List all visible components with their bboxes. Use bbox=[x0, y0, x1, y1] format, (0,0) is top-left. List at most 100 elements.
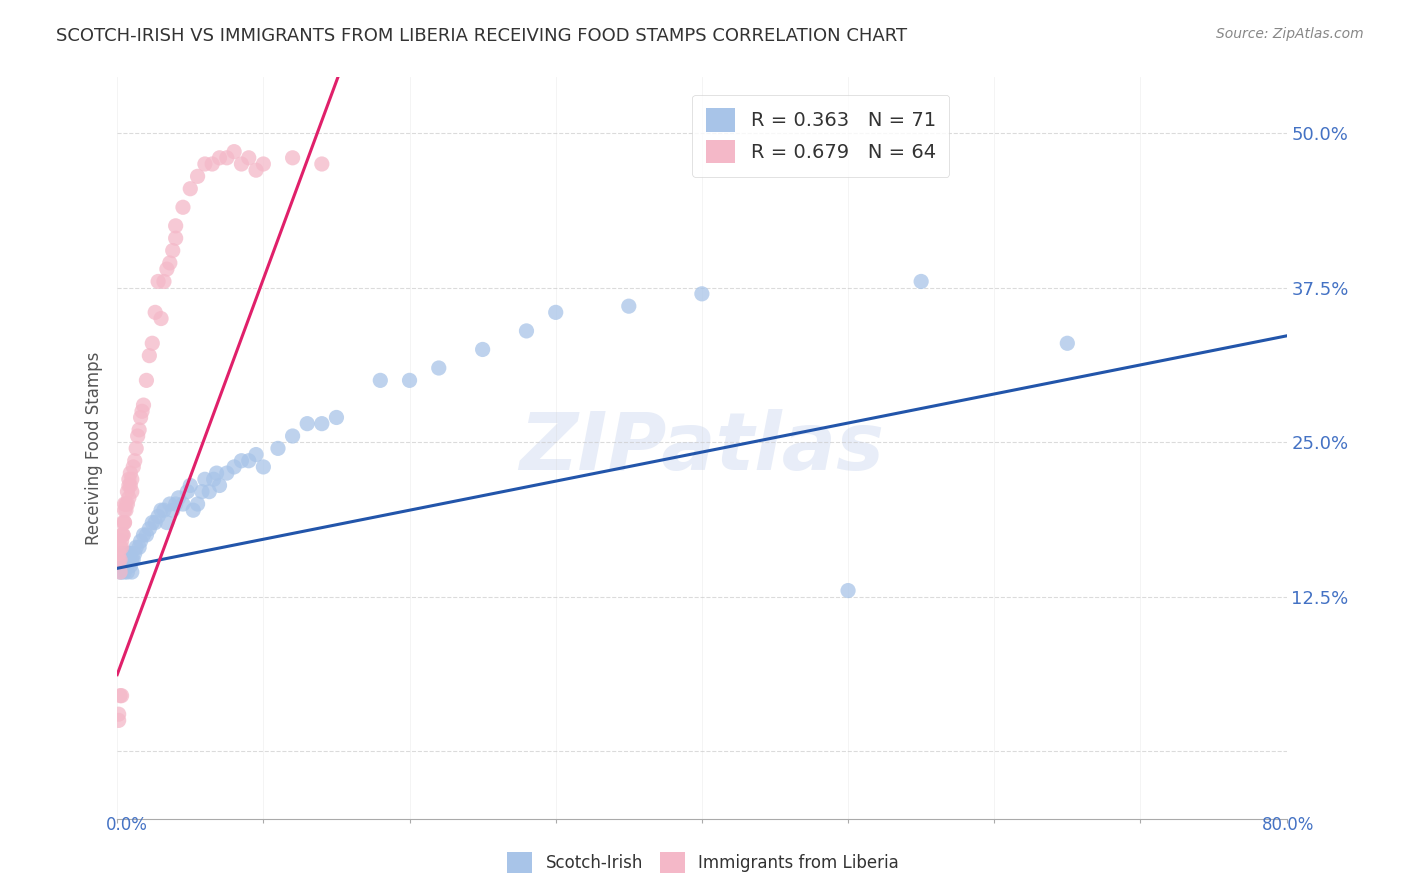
Point bbox=[1056, 336, 1078, 351]
Point bbox=[108, 552, 131, 566]
Point bbox=[110, 689, 132, 703]
Point bbox=[162, 503, 184, 517]
Point bbox=[267, 442, 290, 456]
Point bbox=[118, 472, 141, 486]
Point bbox=[245, 448, 267, 462]
Point bbox=[112, 546, 135, 560]
Point bbox=[107, 714, 129, 728]
Text: Source: ZipAtlas.com: Source: ZipAtlas.com bbox=[1216, 27, 1364, 41]
Point bbox=[156, 262, 179, 277]
Point bbox=[110, 528, 132, 542]
Point bbox=[138, 349, 160, 363]
Point bbox=[115, 503, 138, 517]
Point bbox=[108, 565, 131, 579]
Point bbox=[311, 417, 333, 431]
Point bbox=[114, 503, 136, 517]
Point bbox=[194, 472, 217, 486]
Point bbox=[107, 707, 129, 722]
Point bbox=[114, 552, 136, 566]
Point bbox=[118, 478, 141, 492]
Text: 80.0%: 80.0% bbox=[1263, 816, 1315, 834]
Point bbox=[690, 286, 713, 301]
Point bbox=[107, 552, 129, 566]
Point bbox=[121, 484, 143, 499]
Point bbox=[252, 459, 274, 474]
Point bbox=[215, 151, 238, 165]
Point bbox=[125, 541, 148, 555]
Point bbox=[176, 484, 198, 499]
Point bbox=[153, 503, 176, 517]
Point bbox=[122, 552, 145, 566]
Text: 0.0%: 0.0% bbox=[105, 816, 148, 834]
Point bbox=[138, 522, 160, 536]
Point bbox=[114, 565, 136, 579]
Point bbox=[117, 484, 139, 499]
Point bbox=[245, 163, 267, 178]
Point bbox=[115, 546, 138, 560]
Text: SCOTCH-IRISH VS IMMIGRANTS FROM LIBERIA RECEIVING FOOD STAMPS CORRELATION CHART: SCOTCH-IRISH VS IMMIGRANTS FROM LIBERIA … bbox=[56, 27, 907, 45]
Point bbox=[110, 541, 132, 555]
Point bbox=[141, 516, 163, 530]
Point bbox=[141, 336, 163, 351]
Point bbox=[325, 410, 347, 425]
Point bbox=[150, 311, 173, 326]
Legend: Scotch-Irish, Immigrants from Liberia: Scotch-Irish, Immigrants from Liberia bbox=[501, 846, 905, 880]
Point bbox=[224, 459, 246, 474]
Point bbox=[114, 497, 136, 511]
Point bbox=[114, 516, 136, 530]
Point bbox=[118, 546, 141, 560]
Point bbox=[215, 466, 238, 480]
Point bbox=[179, 478, 201, 492]
Point bbox=[124, 546, 146, 560]
Point bbox=[121, 565, 143, 579]
Point bbox=[112, 528, 135, 542]
Legend: R = 0.363   N = 71, R = 0.679   N = 64: R = 0.363 N = 71, R = 0.679 N = 64 bbox=[692, 95, 949, 177]
Point bbox=[135, 373, 157, 387]
Point bbox=[165, 497, 187, 511]
Point bbox=[117, 497, 139, 511]
Point bbox=[165, 231, 187, 245]
Point bbox=[124, 454, 146, 468]
Point bbox=[159, 256, 181, 270]
Point bbox=[208, 151, 231, 165]
Point bbox=[118, 491, 141, 505]
Point bbox=[115, 558, 138, 573]
Point bbox=[910, 275, 932, 289]
Point bbox=[167, 491, 190, 505]
Point bbox=[231, 157, 253, 171]
Point bbox=[208, 478, 231, 492]
Point bbox=[128, 423, 150, 437]
Point bbox=[118, 552, 141, 566]
Point bbox=[544, 305, 567, 319]
Point bbox=[132, 528, 155, 542]
Point bbox=[107, 546, 129, 560]
Point bbox=[231, 454, 253, 468]
Point bbox=[297, 417, 319, 431]
Point bbox=[117, 552, 139, 566]
Point bbox=[471, 343, 494, 357]
Point bbox=[146, 275, 169, 289]
Point bbox=[201, 157, 224, 171]
Point bbox=[121, 472, 143, 486]
Point bbox=[121, 552, 143, 566]
Point bbox=[198, 484, 221, 499]
Point bbox=[120, 478, 142, 492]
Point bbox=[617, 299, 640, 313]
Point bbox=[368, 373, 391, 387]
Point bbox=[120, 546, 142, 560]
Point bbox=[110, 565, 132, 579]
Point bbox=[129, 534, 152, 549]
Text: ZIPatlas: ZIPatlas bbox=[519, 409, 884, 487]
Point bbox=[238, 454, 260, 468]
Point bbox=[281, 429, 304, 443]
Point bbox=[224, 145, 246, 159]
Point bbox=[112, 558, 135, 573]
Point bbox=[837, 583, 859, 598]
Point bbox=[112, 528, 135, 542]
Point bbox=[112, 516, 135, 530]
Point bbox=[143, 305, 166, 319]
Point bbox=[194, 157, 217, 171]
Point bbox=[153, 275, 176, 289]
Point bbox=[110, 534, 132, 549]
Point bbox=[125, 442, 148, 456]
